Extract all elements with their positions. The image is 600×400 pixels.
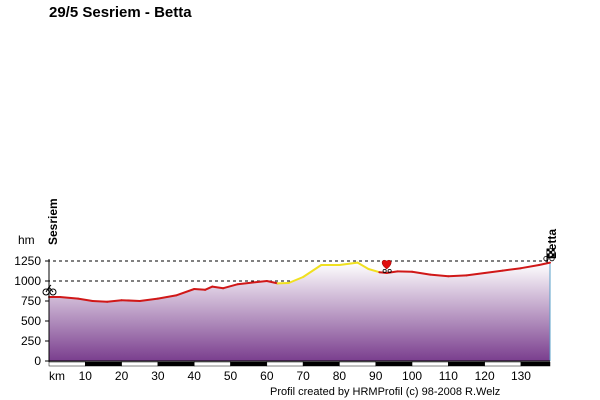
route-segment — [193, 288, 207, 291]
x-axis-band — [193, 361, 231, 367]
flag-square — [546, 253, 550, 257]
route-segment — [120, 299, 141, 302]
axes: 0 250 500 750 1000 1250 10 20 30 40 50 60 70 80 90 100 1… — [14, 254, 551, 383]
route-segment — [356, 261, 370, 270]
route-segment — [247, 280, 268, 284]
bicycle-icon — [42, 284, 57, 296]
y-tick-label: 0 — [34, 354, 41, 368]
finish-flag-icon — [543, 248, 555, 263]
flag-square — [546, 248, 550, 252]
x-axis-band — [302, 361, 340, 367]
route-segment — [222, 283, 239, 290]
flag-bike-wheel — [549, 255, 555, 262]
elevation-area — [49, 262, 550, 361]
x-axis-band — [520, 361, 551, 367]
y-tick-label: 1250 — [14, 254, 41, 268]
x-tick-label: 10 — [79, 369, 93, 383]
x-tick-label: 80 — [333, 369, 347, 383]
x-tick-label: 90 — [369, 369, 383, 383]
route-segment — [265, 280, 279, 285]
heart-bike-wheel — [382, 268, 387, 273]
route-segment — [58, 296, 80, 300]
route-segment — [138, 297, 159, 302]
footer-credit: Profil created by HRMProfil (c) 98-2008 … — [270, 386, 501, 398]
bicycle-wheel — [49, 288, 57, 296]
route-segment — [483, 269, 504, 274]
route-segment — [447, 274, 468, 278]
route-segment — [465, 272, 486, 277]
route-segment — [501, 267, 522, 272]
route-segment — [106, 299, 123, 303]
x-tick-label: 70 — [296, 369, 310, 383]
x-axis-band — [448, 361, 485, 367]
route-segment — [204, 285, 214, 291]
x-axis-band — [411, 361, 449, 367]
x-axis-band — [85, 361, 122, 367]
route-segment — [378, 271, 388, 274]
y-tick-label: 500 — [21, 314, 41, 328]
flag-square — [549, 253, 553, 257]
route-segment — [367, 268, 381, 274]
route-segment — [302, 264, 323, 278]
x-axis-band — [121, 361, 159, 367]
x-tick-label: 30 — [151, 369, 165, 383]
x-tick-label: 120 — [475, 369, 495, 383]
x-axis-unit-label: km — [49, 369, 65, 383]
route-segment — [91, 300, 109, 303]
route-segment — [385, 270, 399, 274]
x-axis-band — [157, 361, 195, 367]
route-segment — [429, 273, 450, 278]
route-segment — [77, 297, 94, 302]
route-segment — [338, 261, 359, 266]
route-segment — [211, 285, 225, 290]
flag-bike-wheel — [543, 255, 549, 262]
markers — [42, 248, 555, 296]
heart-bike-wheel — [387, 268, 392, 273]
bicycle-wheel — [42, 288, 50, 296]
x-tick-label: 130 — [511, 369, 531, 383]
bicycle-frame — [45, 284, 54, 293]
y-axis-unit-label: hm — [18, 233, 35, 247]
x-tick-label: 100 — [402, 369, 422, 383]
route-line — [48, 261, 551, 303]
y-tick-label: 1000 — [14, 274, 41, 288]
heart-icon — [381, 260, 392, 273]
x-tick-label: 40 — [188, 369, 202, 383]
y-tick-label: 750 — [21, 294, 41, 308]
x-tick-label: 110 — [439, 369, 458, 383]
flag-square — [546, 250, 550, 254]
x-axis-band — [339, 361, 376, 367]
x-axis-band — [375, 361, 413, 367]
flag-square — [551, 248, 555, 252]
x-tick-label: 60 — [260, 369, 274, 383]
route-segment — [411, 270, 432, 276]
flag-square — [551, 253, 555, 257]
heart-shape — [381, 260, 392, 270]
x-tick-label: 50 — [224, 369, 238, 383]
route-segment — [538, 261, 551, 266]
x-axis-band — [230, 361, 268, 367]
flag-square — [549, 248, 553, 252]
route-segment — [236, 282, 250, 286]
route-segment — [156, 294, 178, 300]
flag-square — [549, 250, 553, 254]
x-axis-band — [48, 361, 86, 367]
x-axis-band — [266, 361, 304, 367]
chart-title: 29/5 Sesriem - Betta — [49, 4, 192, 21]
y-tick-label: 250 — [21, 334, 41, 348]
x-axis-band — [484, 361, 522, 367]
flag-square — [551, 250, 555, 254]
route-segment — [519, 264, 541, 270]
x-tick-label: 20 — [115, 369, 129, 383]
route-segment — [175, 288, 196, 297]
route-segment — [287, 276, 305, 284]
